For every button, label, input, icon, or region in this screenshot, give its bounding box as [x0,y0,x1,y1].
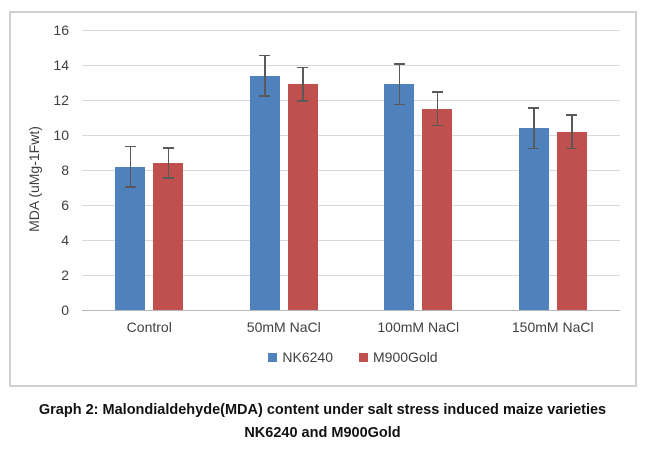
gridline-10 [82,135,620,136]
error-bar-m900gold-control [162,147,174,179]
y-tick-label-2: 2 [61,267,69,283]
error-bar-cap-bottom [431,124,443,127]
y-tick-label-14: 14 [53,57,69,73]
error-bar-m900gold-100mm-nacl [431,91,443,127]
gridline-0 [82,310,620,311]
y-tick-label-16: 16 [53,22,69,38]
legend-label-m900gold: M900Gold [373,349,438,365]
error-bar-m900gold-150mm-nacl [566,114,578,149]
legend-swatch-nk6240 [268,352,278,362]
error-bar-stem [533,107,535,149]
bar-nk6240-150mm-nacl [518,128,549,310]
legend-label-nk6240: NK6240 [282,349,333,365]
caption-line-2: NK6240 and M900Gold [244,425,401,441]
error-bar-nk6240-control [124,145,136,188]
gridline-6 [82,205,620,206]
error-bar-cap-bottom [393,103,405,106]
gridline-12 [82,100,620,101]
error-bar-stem [436,91,438,127]
legend-item-nk6240: NK6240 [268,350,333,364]
y-tick-label-0: 0 [61,302,69,318]
gridline-2 [82,275,620,276]
legend-item-m900gold: M900Gold [359,350,438,364]
bar-nk6240-control [115,166,146,310]
gridline-14 [82,65,620,66]
error-bar-cap-bottom [528,147,540,149]
y-tick-label-4: 4 [61,232,69,248]
x-category-label-100mm-nacl: 100mM NaCl [377,319,460,335]
y-tick-label-6: 6 [61,197,69,213]
gridline-8 [82,170,620,171]
bar-nk6240-50mm-nacl [249,75,280,310]
error-bar-stem [264,54,266,97]
error-bar-cap-bottom [259,95,271,97]
caption: Graph 2: Malondialdehyde(MDA) content un… [0,399,645,445]
legend: NK6240 M900Gold [84,350,622,364]
error-bar-stem [302,66,304,102]
bar-nk6240-100mm-nacl [384,84,415,310]
bar-m900gold-100mm-nacl [422,108,453,310]
y-tick-label-10: 10 [53,127,69,143]
error-bar-stem [398,63,400,106]
error-bar-m900gold-50mm-nacl [297,66,309,102]
bar-m900gold-50mm-nacl [287,84,318,310]
error-bar-cap-bottom [566,147,578,149]
legend-swatch-m900gold [359,352,368,362]
error-bar-stem [129,145,131,188]
x-category-label-control: Control [126,319,172,335]
gridline-4 [82,240,620,241]
x-category-label-50mm-nacl: 50mM NaCl [246,319,321,335]
error-bar-cap-bottom [162,177,174,179]
y-tick-label-8: 8 [61,162,69,178]
error-bar-stem [167,147,169,179]
error-bar-cap-bottom [124,186,136,188]
gridline-16 [82,30,620,31]
caption-line-1: Graph 2: Malondialdehyde(MDA) content un… [38,402,607,418]
error-bar-stem [571,114,573,149]
y-tick-label-12: 12 [53,92,69,108]
x-category-label-150mm-nacl: 150mM NaCl [511,319,594,335]
error-bar-nk6240-50mm-nacl [259,54,271,97]
error-bar-cap-bottom [297,100,309,102]
error-bar-nk6240-150mm-nacl [528,107,540,149]
error-bar-nk6240-100mm-nacl [393,63,405,106]
bar-m900gold-control [153,163,184,310]
bar-m900gold-150mm-nacl [556,131,587,310]
chart-area: MDA (uMg-1Fwt) NK6240 M900Gold 0 2 4 6 8 10 12 1… [9,11,637,387]
